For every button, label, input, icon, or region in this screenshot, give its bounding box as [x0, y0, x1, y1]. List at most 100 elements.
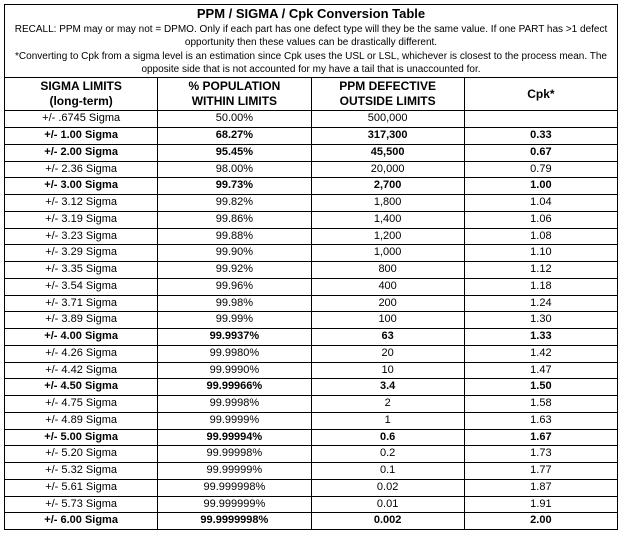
cell-ppm: 1,000 [311, 245, 464, 262]
cell-sigma: +/- 3.12 Sigma [5, 195, 158, 212]
table-row: +/- 5.73 Sigma99.999999%0.011.91 [5, 496, 618, 513]
cell-pop: 50.00% [158, 111, 311, 128]
cell-cpk: 1.24 [464, 295, 617, 312]
cell-pop: 99.73% [158, 178, 311, 195]
cell-sigma: +/- 4.89 Sigma [5, 412, 158, 429]
cell-pop: 99.82% [158, 195, 311, 212]
table-row: +/- 3.29 Sigma99.90%1,0001.10 [5, 245, 618, 262]
cell-cpk: 1.50 [464, 379, 617, 396]
cell-sigma: +/- 2.36 Sigma [5, 161, 158, 178]
cell-pop: 99.92% [158, 262, 311, 279]
cell-ppm: 0.2 [311, 446, 464, 463]
cell-sigma: +/- 5.20 Sigma [5, 446, 158, 463]
cell-ppm: 1 [311, 412, 464, 429]
table-row: +/- 3.71 Sigma99.98%2001.24 [5, 295, 618, 312]
conversion-table-container: PPM / SIGMA / Cpk Conversion Table RECAL… [0, 0, 622, 534]
cell-cpk: 1.08 [464, 228, 617, 245]
cell-pop: 99.99% [158, 312, 311, 329]
cell-sigma: +/- 6.00 Sigma [5, 513, 158, 530]
cell-sigma: +/- 3.71 Sigma [5, 295, 158, 312]
cell-pop: 99.96% [158, 278, 311, 295]
cell-ppm: 317,300 [311, 128, 464, 145]
cell-cpk: 1.87 [464, 479, 617, 496]
table-row: +/- 2.00 Sigma95.45%45,5000.67 [5, 144, 618, 161]
cell-cpk: 0.33 [464, 128, 617, 145]
title-row: PPM / SIGMA / Cpk Conversion Table [5, 5, 618, 24]
col-ppm-line2: OUTSIDE LIMITS [340, 94, 436, 108]
cell-sigma: +/- 5.73 Sigma [5, 496, 158, 513]
cell-pop: 99.9990% [158, 362, 311, 379]
cell-pop: 99.9999998% [158, 513, 311, 530]
cell-cpk: 1.91 [464, 496, 617, 513]
cell-pop: 98.00% [158, 161, 311, 178]
cell-ppm: 0.002 [311, 513, 464, 530]
table-row: +/- 4.42 Sigma99.9990%101.47 [5, 362, 618, 379]
cell-sigma: +/- 5.32 Sigma [5, 463, 158, 480]
table-title: PPM / SIGMA / Cpk Conversion Table [5, 5, 618, 24]
table-body: +/- .6745 Sigma50.00%500,000+/- 1.00 Sig… [5, 111, 618, 530]
cell-ppm: 400 [311, 278, 464, 295]
cell-cpk: 1.30 [464, 312, 617, 329]
table-row: +/- 2.36 Sigma98.00%20,0000.79 [5, 161, 618, 178]
cell-sigma: +/- 4.00 Sigma [5, 329, 158, 346]
cell-cpk: 1.73 [464, 446, 617, 463]
table-row: +/- 4.89 Sigma99.9999%11.63 [5, 412, 618, 429]
note-row: *Converting to Cpk from a sigma level is… [5, 50, 618, 78]
cell-sigma: +/- .6745 Sigma [5, 111, 158, 128]
table-row: +/- 1.00 Sigma68.27%317,3000.33 [5, 128, 618, 145]
col-pop-line2: WITHIN LIMITS [192, 94, 277, 108]
cell-pop: 99.86% [158, 211, 311, 228]
col-ppm-line1: PPM DEFECTIVE [339, 79, 436, 93]
table-row: +/- 4.50 Sigma99.99966%3.41.50 [5, 379, 618, 396]
cell-pop: 99.99999% [158, 463, 311, 480]
cell-cpk: 1.18 [464, 278, 617, 295]
conversion-table: PPM / SIGMA / Cpk Conversion Table RECAL… [4, 4, 618, 530]
cell-sigma: +/- 3.29 Sigma [5, 245, 158, 262]
cell-cpk: 1.33 [464, 329, 617, 346]
cell-sigma: +/- 3.54 Sigma [5, 278, 158, 295]
table-row: +/- 4.26 Sigma99.9980%201.42 [5, 345, 618, 362]
table-row: +/- 5.61 Sigma99.999998%0.021.87 [5, 479, 618, 496]
cell-ppm: 100 [311, 312, 464, 329]
cell-sigma: +/- 4.42 Sigma [5, 362, 158, 379]
cell-sigma: +/- 5.61 Sigma [5, 479, 158, 496]
col-sigma-line1: SIGMA LIMITS [40, 79, 122, 93]
cell-ppm: 2,700 [311, 178, 464, 195]
col-cpk-header: Cpk* [464, 78, 617, 111]
table-row: +/- 5.32 Sigma99.99999%0.11.77 [5, 463, 618, 480]
cell-sigma: +/- 3.19 Sigma [5, 211, 158, 228]
table-row: +/- 5.20 Sigma99.99998%0.21.73 [5, 446, 618, 463]
cell-ppm: 20,000 [311, 161, 464, 178]
cell-pop: 99.999999% [158, 496, 311, 513]
cell-ppm: 0.02 [311, 479, 464, 496]
table-row: +/- 4.75 Sigma99.9998%21.58 [5, 396, 618, 413]
cell-ppm: 0.01 [311, 496, 464, 513]
col-sigma-line2: (long-term) [49, 94, 112, 108]
cell-ppm: 200 [311, 295, 464, 312]
cell-ppm: 63 [311, 329, 464, 346]
cell-pop: 99.88% [158, 228, 311, 245]
cell-sigma: +/- 3.00 Sigma [5, 178, 158, 195]
table-row: +/- 3.19 Sigma99.86%1,4001.06 [5, 211, 618, 228]
cell-cpk: 1.04 [464, 195, 617, 212]
cell-cpk: 1.00 [464, 178, 617, 195]
cell-cpk: 2.00 [464, 513, 617, 530]
cell-pop: 68.27% [158, 128, 311, 145]
table-row: +/- 3.89 Sigma99.99%1001.30 [5, 312, 618, 329]
cell-ppm: 20 [311, 345, 464, 362]
cell-ppm: 10 [311, 362, 464, 379]
cell-cpk: 1.58 [464, 396, 617, 413]
cell-ppm: 45,500 [311, 144, 464, 161]
cell-cpk: 0.79 [464, 161, 617, 178]
cell-sigma: +/- 2.00 Sigma [5, 144, 158, 161]
cell-pop: 99.90% [158, 245, 311, 262]
cell-ppm: 2 [311, 396, 464, 413]
cell-cpk: 1.12 [464, 262, 617, 279]
cell-sigma: +/- 3.35 Sigma [5, 262, 158, 279]
cell-ppm: 3.4 [311, 379, 464, 396]
recall-text: RECALL: PPM may or may not = DPMO. Only … [5, 23, 618, 50]
cell-sigma: +/- 1.00 Sigma [5, 128, 158, 145]
table-row: +/- 4.00 Sigma99.9937%631.33 [5, 329, 618, 346]
cell-sigma: +/- 5.00 Sigma [5, 429, 158, 446]
cell-cpk: 1.63 [464, 412, 617, 429]
